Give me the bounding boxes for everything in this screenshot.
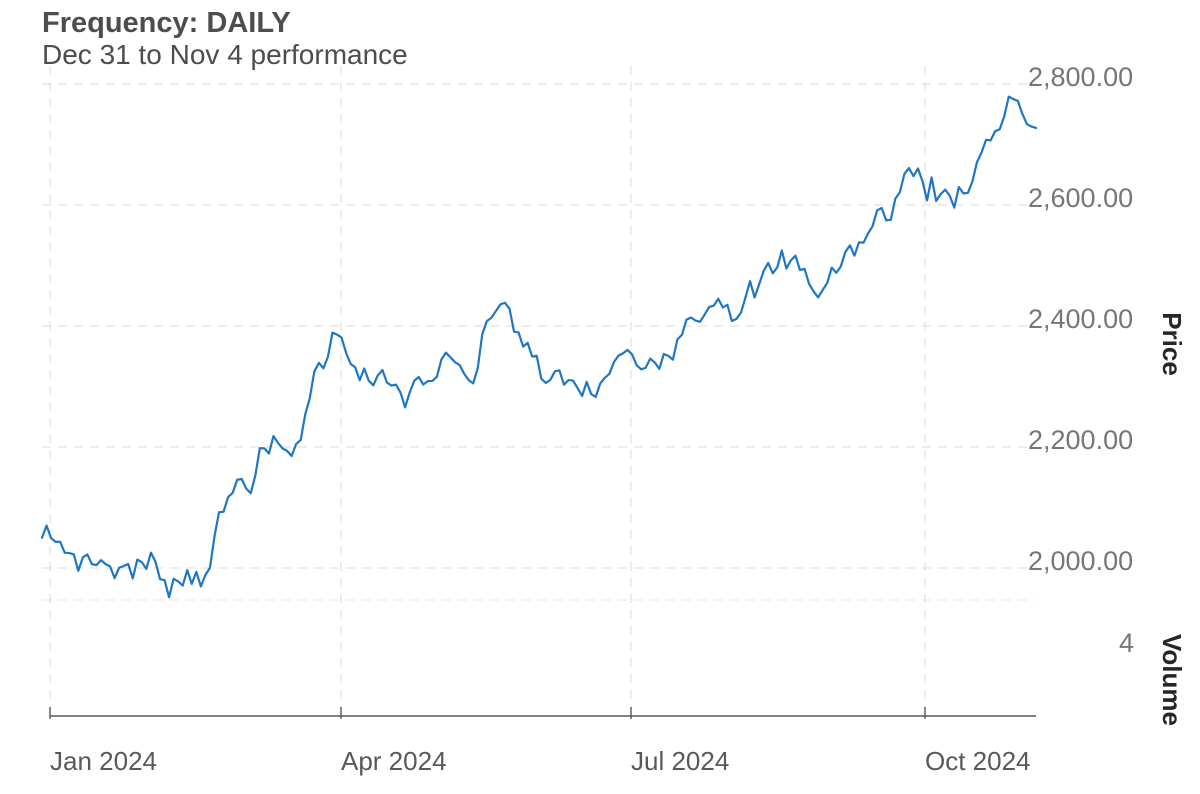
svg-text:4: 4 — [1119, 628, 1134, 658]
svg-text:2,800.00: 2,800.00 — [1028, 62, 1133, 92]
svg-text:2,000.00: 2,000.00 — [1028, 546, 1133, 576]
svg-text:Oct 2024: Oct 2024 — [925, 746, 1031, 776]
svg-text:2,400.00: 2,400.00 — [1028, 304, 1133, 334]
svg-text:Jul 2024: Jul 2024 — [631, 746, 729, 776]
svg-text:2,600.00: 2,600.00 — [1028, 183, 1133, 213]
svg-text:Volume: Volume — [1157, 634, 1187, 726]
svg-text:Apr 2024: Apr 2024 — [341, 746, 447, 776]
svg-text:Jan 2024: Jan 2024 — [50, 746, 157, 776]
svg-text:2,200.00: 2,200.00 — [1028, 425, 1133, 455]
svg-text:Price: Price — [1157, 312, 1187, 376]
